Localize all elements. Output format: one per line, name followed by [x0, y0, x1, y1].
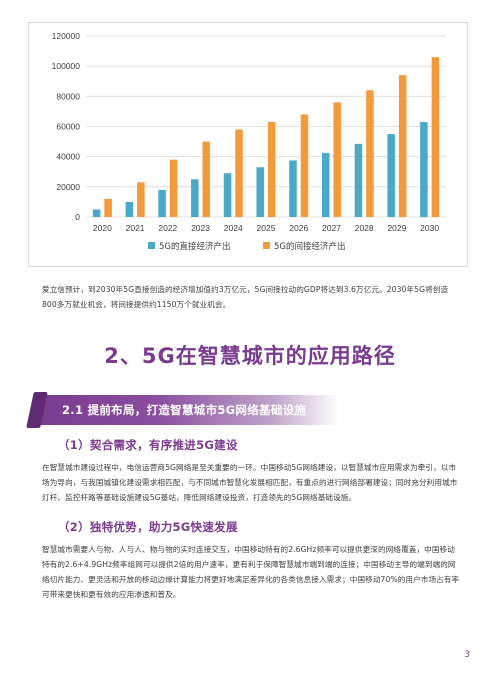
indirect-output-bar [137, 182, 145, 217]
y-tick-label: 40000 [56, 152, 80, 162]
subheading-1: （1）契合需求，有序推进5G建设 [58, 438, 238, 452]
indirect-output-bar [366, 90, 374, 217]
banner-title: 2.1 提前布局，打造智慧城市5G网络基础设施 [62, 403, 307, 417]
indirect-output-bar [431, 57, 440, 217]
legend-label: 5G的直接经济产出 [159, 241, 231, 252]
bar-chart: 0 20000 40000 60000 80000 100000 120000 2020 202… [28, 22, 468, 267]
direct-output-bar [125, 201, 134, 217]
y-tick-label: 60000 [56, 122, 80, 132]
y-tick-label: 20000 [56, 182, 80, 192]
chart-border [28, 22, 468, 267]
y-tick-label: 100000 [52, 61, 81, 71]
indirect-output-bar [169, 159, 178, 217]
paragraph-2: 智慧城市需要人与物、人与人、物与物的实时连接交互，中国移动特有的2.6GHz频率… [42, 545, 460, 599]
direct-output-bar [321, 152, 330, 217]
x-tick-label: 2028 [355, 223, 374, 233]
section-title: 2、5G在智慧城市的应用路径 [104, 344, 396, 368]
direct-output-bar [420, 121, 428, 217]
y-tick-label: 0 [75, 212, 80, 222]
x-tick-label: 2026 [289, 223, 308, 233]
indirect-output-bar [333, 102, 341, 217]
indirect-output-bar [300, 114, 309, 217]
y-tick-label: 80000 [56, 91, 80, 101]
x-tick-label: 2025 [257, 223, 276, 233]
legend-swatch [263, 242, 270, 249]
economic-output-chart: 0 20000 40000 60000 80000 100000 120000 2020 202… [28, 22, 468, 267]
direct-output-bar [191, 179, 199, 217]
x-tick-label: 2022 [158, 223, 177, 233]
indirect-output-bar [235, 129, 243, 217]
banner-tab-decoration [26, 392, 48, 428]
y-tick-label: 120000 [52, 31, 81, 41]
x-tick-label: 2030 [420, 223, 439, 233]
subsection-banner: 2.1 提前布局，打造智慧城市5G网络基础设施 [26, 392, 339, 428]
direct-output-bar [256, 167, 264, 217]
paragraph-1: 在智慧城市建设过程中，电信运营商5G网络是至关重要的一环。中国移动5G网络建设，… [42, 463, 458, 502]
x-tick-label: 2027 [322, 223, 341, 233]
subheading-2: （2）独特优势，助力5G快速发展 [58, 520, 238, 534]
legend-swatch [148, 242, 155, 249]
legend-label: 5G的间接经济产出 [274, 241, 346, 252]
x-tick-label: 2021 [126, 223, 145, 233]
x-tick-label: 2024 [224, 223, 243, 233]
x-tick-label: 2020 [93, 223, 112, 233]
page-number: 3 [464, 650, 470, 660]
direct-output-bar [289, 160, 297, 217]
x-tick-label: 2023 [191, 223, 210, 233]
direct-output-bar [158, 189, 166, 217]
indirect-output-bar [398, 75, 407, 217]
direct-output-bar [223, 173, 232, 217]
indirect-output-bar [104, 198, 112, 217]
x-tick-label: 2029 [387, 223, 406, 233]
indirect-output-bar [268, 121, 276, 217]
direct-output-bar [387, 134, 395, 217]
forecast-paragraph: 爱立信预计，到2030年5G直接创造的经济增加值约3万亿元，5G间接拉动的GDP… [42, 285, 449, 309]
direct-output-bar [354, 143, 363, 217]
indirect-output-bar [202, 141, 211, 217]
direct-output-bar [92, 209, 101, 217]
